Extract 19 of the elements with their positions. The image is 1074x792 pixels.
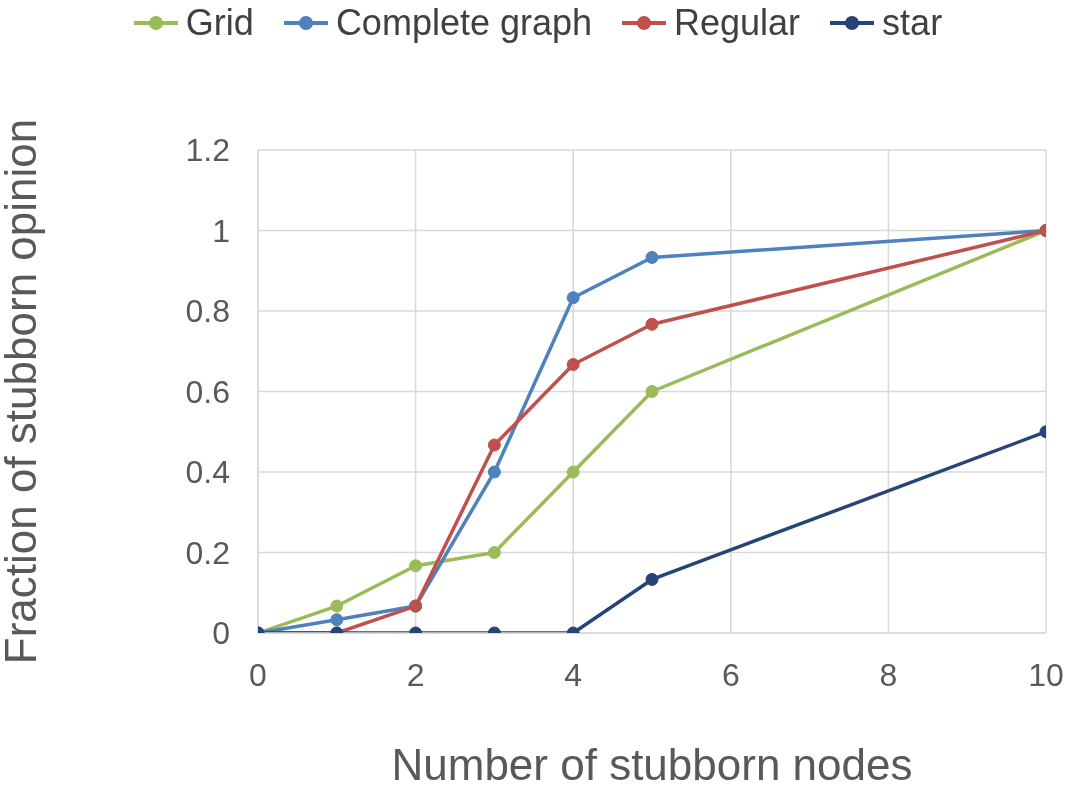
x-tick-label: 4: [564, 656, 583, 693]
x-tick-label: 6: [721, 656, 740, 693]
x-tick-label: 2: [406, 656, 425, 693]
y-tick-label: 1.2: [185, 132, 230, 169]
y-tick-label: 0.2: [185, 534, 230, 571]
y-axis-title: Fraction of stubborn opinion: [0, 118, 45, 665]
y-tick-label: 1: [212, 212, 230, 249]
legend-label: Regular: [674, 2, 801, 44]
y-tick-label: 0: [212, 615, 230, 652]
legend-label: star: [882, 2, 943, 44]
legend-label: Complete graph: [335, 2, 593, 44]
x-tick-label: 10: [1028, 656, 1064, 693]
x-axis-title: Number of stubborn nodes: [391, 740, 913, 789]
x-tick-label: 8: [879, 656, 898, 693]
legend-label: Grid: [185, 2, 254, 44]
y-tick-label: 0.8: [185, 293, 230, 330]
x-tick-label: 0: [249, 656, 267, 693]
y-tick-label: 0.4: [185, 454, 230, 491]
y-tick-label: 0.6: [185, 373, 230, 410]
